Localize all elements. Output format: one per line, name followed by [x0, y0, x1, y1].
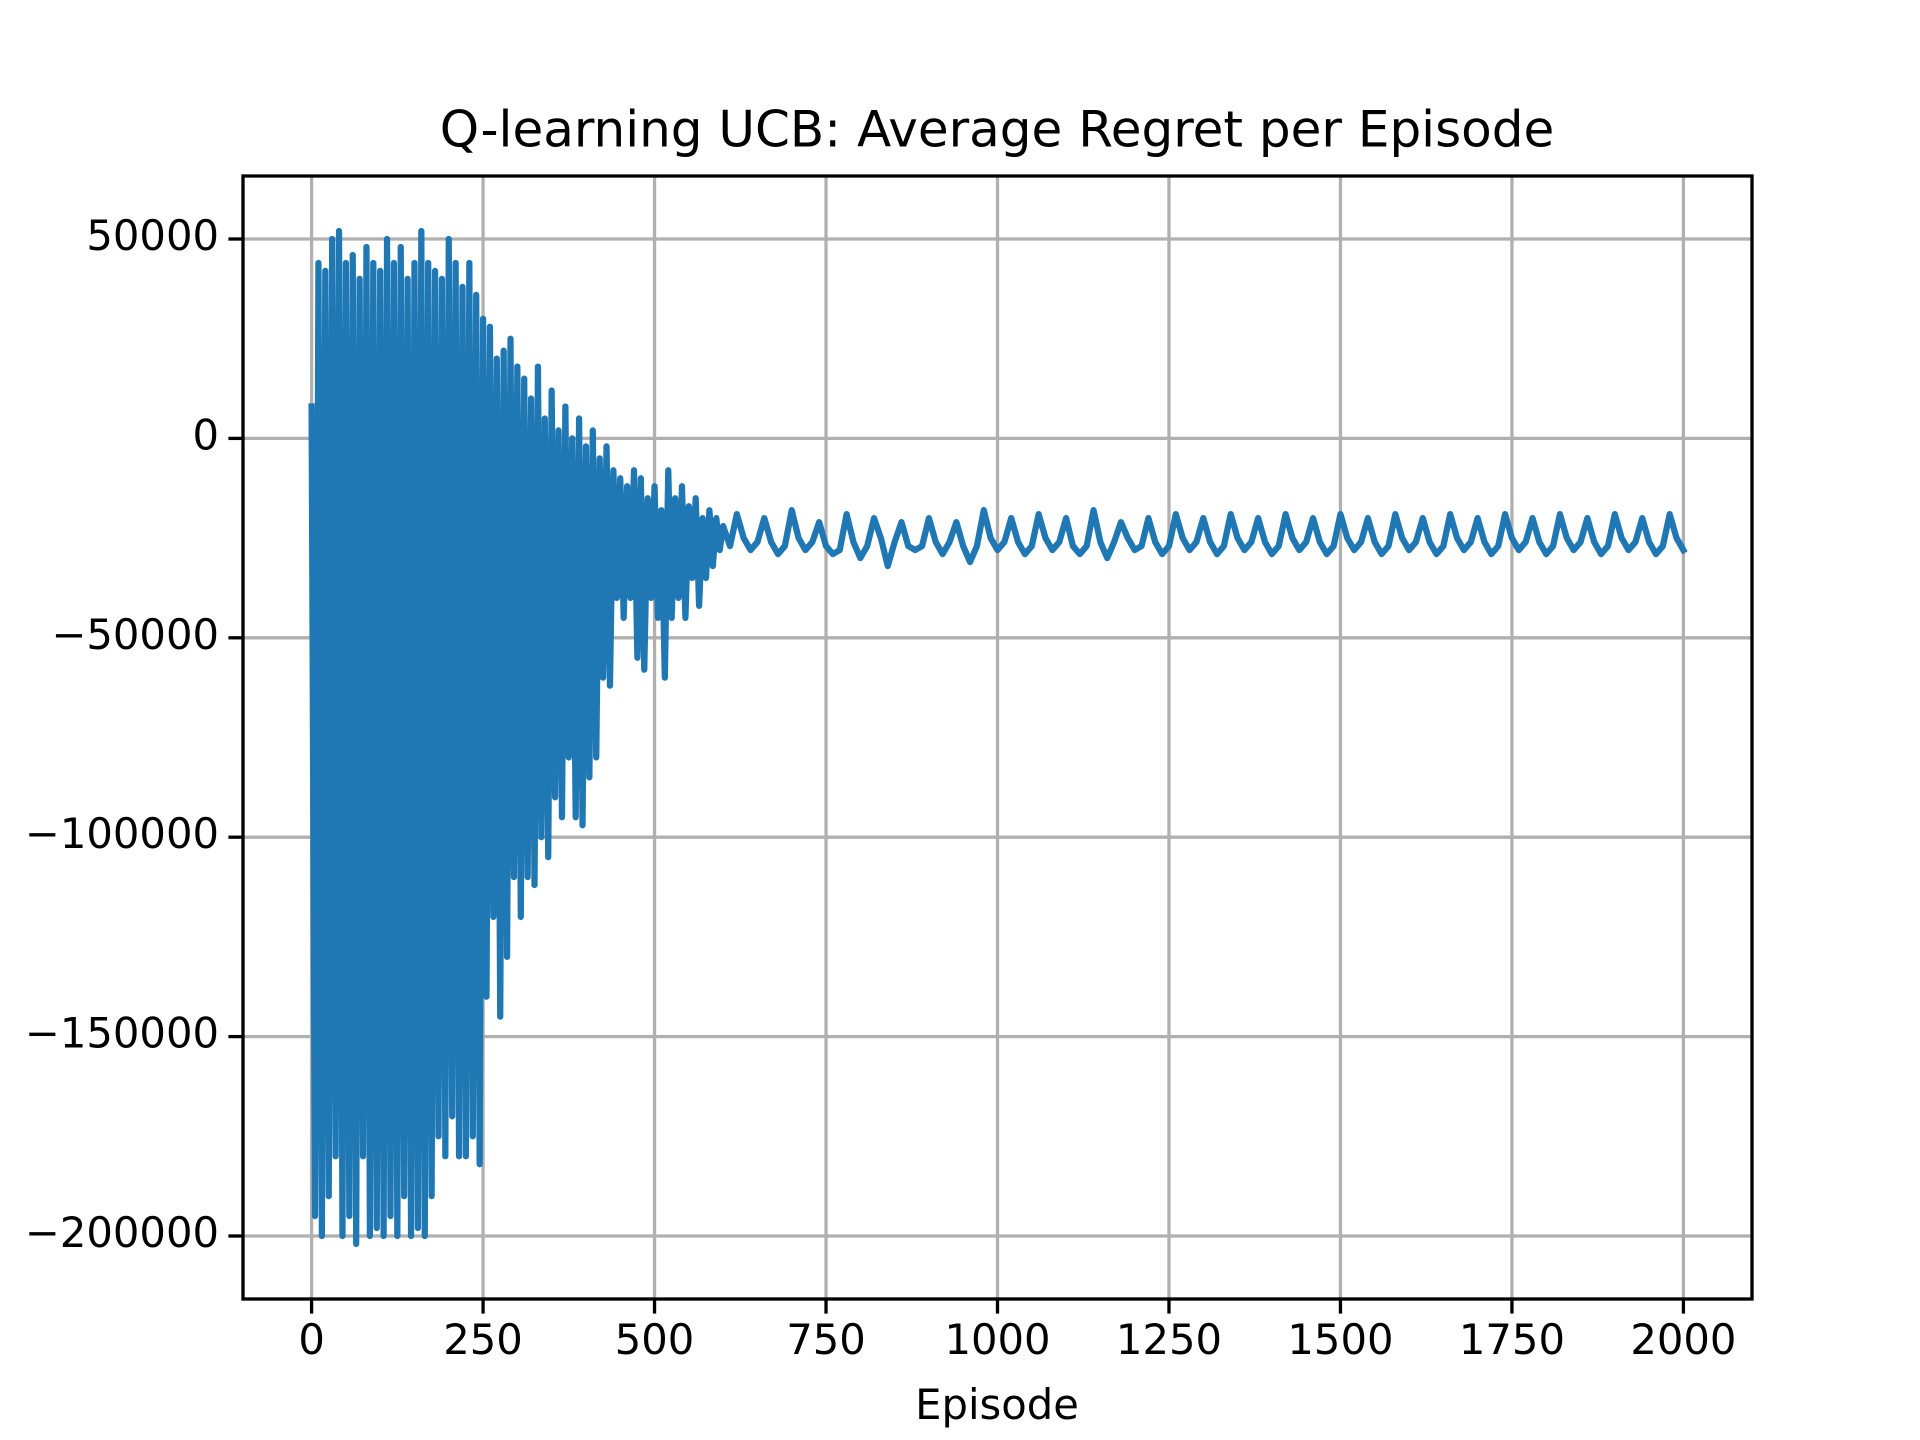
x-tick-label: 2000: [1630, 1315, 1736, 1364]
x-tick-label: 1000: [944, 1315, 1050, 1364]
y-tick-label: −50000: [51, 610, 219, 659]
x-tick-label: 500: [615, 1315, 695, 1364]
y-tick-label: −100000: [25, 809, 219, 858]
x-tick-label: 1750: [1459, 1315, 1565, 1364]
data-line: [308, 227, 1688, 1248]
y-tick-label: −200000: [25, 1208, 219, 1257]
y-tick-label: 50000: [86, 211, 219, 260]
x-tick-label: 250: [443, 1315, 523, 1364]
x-tick-label: 0: [298, 1315, 325, 1364]
y-tick-label: 0: [192, 410, 219, 459]
x-tick-label: 1500: [1287, 1315, 1393, 1364]
x-tick-label: 750: [786, 1315, 866, 1364]
chart-title: Q-learning UCB: Average Regret per Episo…: [440, 101, 1554, 159]
plot-frame: [241, 174, 1754, 1301]
x-axis-label: Episode: [915, 1380, 1079, 1429]
x-tick-label: 1250: [1116, 1315, 1222, 1364]
y-tick-label: −150000: [25, 1009, 219, 1058]
